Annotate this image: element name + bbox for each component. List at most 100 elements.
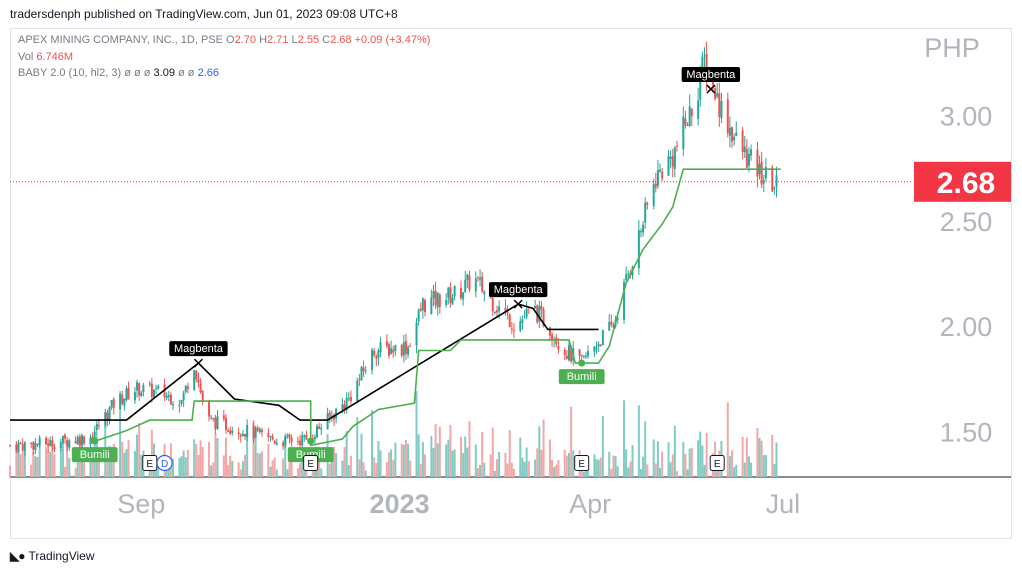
volume-bar bbox=[705, 432, 708, 477]
candle-body bbox=[76, 437, 79, 445]
volume-bar bbox=[468, 421, 471, 477]
candle-body bbox=[483, 291, 486, 294]
volume-bar bbox=[373, 457, 376, 477]
candle-body bbox=[601, 330, 604, 346]
volume-bar bbox=[231, 461, 234, 477]
candle-body bbox=[447, 287, 450, 298]
volume-bar bbox=[66, 440, 69, 477]
volume-bar bbox=[639, 469, 642, 477]
symbol-name: APEX MINING COMPANY, INC., 1D, PSE bbox=[18, 34, 223, 46]
buy-signal-box bbox=[71, 447, 118, 463]
volume-bar bbox=[38, 441, 41, 477]
sell-signal-box bbox=[169, 341, 228, 357]
sell-signal-label: Magbenta bbox=[494, 284, 544, 296]
candle-body bbox=[260, 429, 263, 433]
volume-bar bbox=[17, 442, 20, 477]
candle-body bbox=[385, 341, 388, 346]
candle-body bbox=[627, 273, 630, 275]
volume-bar bbox=[684, 453, 687, 477]
candle-body bbox=[288, 434, 291, 439]
volume-bar bbox=[466, 447, 469, 477]
candle-body bbox=[699, 78, 702, 100]
candle-body bbox=[669, 156, 672, 159]
sell-signal-box bbox=[681, 67, 741, 83]
candle-body bbox=[538, 306, 541, 322]
volume-bar bbox=[582, 471, 585, 477]
candle-body bbox=[407, 347, 410, 355]
candle-body bbox=[390, 348, 393, 355]
candle-body bbox=[688, 106, 691, 126]
candle-body bbox=[34, 442, 37, 451]
candle-body bbox=[208, 401, 211, 417]
candle-body bbox=[438, 294, 441, 307]
volume-bar bbox=[64, 466, 67, 477]
candle-body bbox=[409, 345, 412, 347]
currency-label: PHP bbox=[924, 33, 980, 63]
volume-bar bbox=[318, 452, 321, 477]
candle-body bbox=[404, 340, 407, 354]
candle-body bbox=[584, 356, 587, 358]
volume-bar bbox=[483, 462, 486, 477]
candle-body bbox=[599, 344, 602, 347]
price-axis-tick-label: 3.00 bbox=[940, 101, 993, 131]
volume-bar bbox=[140, 454, 143, 477]
candle-body bbox=[498, 306, 501, 312]
candle-body bbox=[595, 348, 598, 350]
volume-bar bbox=[246, 433, 249, 477]
candle-body bbox=[675, 145, 678, 147]
buy-signal-dot bbox=[578, 359, 586, 367]
volume-bar bbox=[193, 439, 196, 477]
volume-bar bbox=[731, 450, 734, 477]
volume-bar bbox=[178, 458, 181, 477]
time-axis-tick-label: 2023 bbox=[370, 489, 430, 519]
candle-body bbox=[493, 311, 496, 313]
volume-bar bbox=[669, 462, 672, 477]
volume-bar bbox=[726, 402, 729, 477]
candle-body bbox=[512, 329, 515, 331]
candle-body bbox=[419, 308, 422, 311]
volume-bar bbox=[195, 444, 198, 477]
volume-bar bbox=[631, 445, 634, 477]
candle-body bbox=[714, 88, 717, 99]
candle-body bbox=[330, 415, 333, 418]
volume-bar bbox=[15, 449, 18, 477]
volume-bar bbox=[227, 464, 230, 477]
volume-bar bbox=[464, 436, 467, 477]
volume-bar bbox=[244, 454, 247, 477]
candle-body bbox=[540, 305, 543, 310]
volume-bar bbox=[654, 463, 657, 477]
volume-bar bbox=[371, 410, 374, 477]
volume-bar bbox=[756, 428, 759, 477]
candle-body bbox=[341, 404, 344, 410]
candle-body bbox=[89, 437, 92, 445]
candle-body bbox=[449, 287, 452, 303]
volume-bar bbox=[536, 448, 539, 477]
volume-bar bbox=[53, 454, 56, 477]
volume-bar bbox=[345, 431, 348, 477]
candle-body bbox=[110, 400, 113, 408]
volume-bar bbox=[599, 457, 602, 477]
candle-body bbox=[639, 231, 642, 233]
earnings-event-label: E bbox=[307, 459, 314, 470]
candle-body bbox=[152, 389, 155, 398]
volume-bar bbox=[764, 455, 767, 477]
volume-bar bbox=[186, 449, 189, 477]
volume-bar bbox=[733, 467, 736, 477]
candle-body bbox=[127, 387, 130, 400]
candle-body bbox=[508, 314, 511, 328]
sell-signal-box bbox=[488, 282, 548, 298]
volume-bar bbox=[495, 459, 498, 477]
candle-body bbox=[193, 370, 196, 390]
candle-body bbox=[548, 327, 551, 336]
candle-body bbox=[360, 366, 363, 381]
candle-body bbox=[74, 440, 77, 444]
volume-bar bbox=[453, 449, 456, 477]
volume-bar bbox=[519, 437, 522, 477]
candle-body bbox=[773, 187, 776, 189]
volume-bar bbox=[34, 456, 37, 477]
volume-bar bbox=[241, 461, 244, 477]
volume-bar bbox=[570, 406, 573, 477]
volume-bar bbox=[445, 444, 448, 477]
low-value: 2.55 bbox=[297, 34, 320, 46]
